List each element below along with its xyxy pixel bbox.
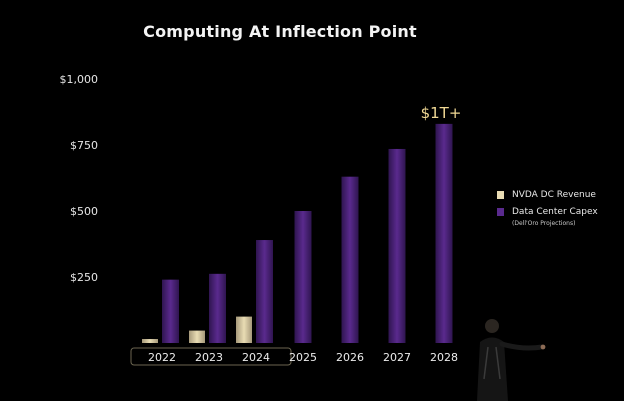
bar-capex-2023 <box>209 273 226 343</box>
x-tick-label-2026: 2026 <box>336 351 364 364</box>
x-tick-label-2023: 2023 <box>195 351 223 364</box>
legend-swatch-capex <box>497 208 504 216</box>
chart-legend: NVDA DC Revenue Data Center Capex (Dell'… <box>497 190 598 234</box>
bar-revenue-2022 <box>142 339 158 343</box>
bar-capex-2022 <box>162 279 179 343</box>
x-tick-label-2027: 2027 <box>383 351 411 364</box>
y-tick-label: $750 <box>70 139 98 152</box>
historic-years-box <box>130 347 292 366</box>
x-tick-label-2028: 2028 <box>430 351 458 364</box>
bar-capex-2025 <box>294 211 312 343</box>
y-tick-label: $500 <box>70 205 98 218</box>
bar-revenue-2024 <box>236 316 252 343</box>
annotation-1t: $1T+ <box>421 104 462 122</box>
legend-label-capex: Data Center Capex <box>512 207 598 217</box>
y-tick-label: $250 <box>70 271 98 284</box>
bar-capex-2028 <box>435 123 453 343</box>
bar-capex-2027 <box>388 148 406 343</box>
legend-swatch-revenue <box>497 191 504 199</box>
presenter-figure <box>477 319 546 401</box>
bar-revenue-2023 <box>189 330 205 343</box>
x-tick-label-2025: 2025 <box>289 351 317 364</box>
bar-capex-2024 <box>256 240 273 343</box>
bar-capex-2026 <box>341 176 359 343</box>
legend-item-capex: Data Center Capex (Dell'Oro Projections) <box>497 207 598 227</box>
legend-note-capex: (Dell'Oro Projections) <box>512 220 576 227</box>
legend-label-revenue: NVDA DC Revenue <box>512 190 596 200</box>
chart-title: Computing At Inflection Point <box>143 22 417 41</box>
legend-item-revenue: NVDA DC Revenue <box>497 190 598 200</box>
y-tick-label: $1,000 <box>60 73 99 86</box>
x-tick-label-2022: 2022 <box>148 351 176 364</box>
x-tick-label-2024: 2024 <box>242 351 270 364</box>
